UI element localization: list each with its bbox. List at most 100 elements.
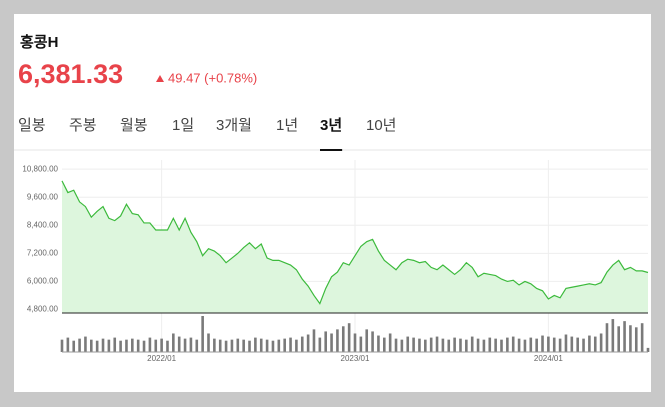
- volume-bar: [265, 339, 269, 352]
- volume-bar: [236, 338, 240, 352]
- volume-bar: [429, 337, 433, 352]
- volume-bar: [318, 337, 322, 352]
- volume-bar: [72, 340, 76, 352]
- tab[interactable]: 주봉: [69, 117, 97, 134]
- title: 홍콩H: [20, 33, 58, 51]
- volume-bar: [593, 336, 597, 352]
- tab[interactable]: 3개월: [216, 117, 252, 134]
- y-tick-label: 4,800.00: [27, 305, 59, 314]
- tab[interactable]: 1년: [276, 117, 298, 134]
- volume-bar: [359, 336, 363, 352]
- volume-bar: [306, 334, 310, 352]
- y-tick-label: 6,000.00: [27, 277, 59, 286]
- volume-bar: [476, 338, 480, 352]
- volume-bar: [271, 340, 275, 352]
- volume-bar: [588, 335, 591, 352]
- volume-bar: [254, 337, 257, 352]
- volume-bar: [629, 325, 632, 352]
- price: 6,381.33: [18, 59, 123, 89]
- volume-bar: [470, 336, 474, 352]
- volume-bar: [611, 319, 615, 352]
- x-tick-label: 2022/01: [147, 354, 176, 363]
- volume-bar: [406, 336, 410, 352]
- x-tick-label: 2024/01: [534, 354, 563, 363]
- volume-bar: [213, 338, 216, 352]
- volume-bar: [418, 338, 421, 352]
- volume-bar: [482, 339, 486, 352]
- volume-bar: [277, 339, 281, 352]
- y-tick-label: 8,400.00: [27, 220, 59, 229]
- volume-bar: [388, 333, 392, 352]
- tab[interactable]: 1일: [172, 117, 194, 134]
- volume-bar: [564, 334, 568, 352]
- volume-bar: [78, 338, 81, 352]
- volume-bar: [517, 338, 521, 352]
- volume-bar: [529, 337, 533, 352]
- area: [62, 180, 648, 313]
- volume-bar: [224, 340, 228, 352]
- volume-bar: [623, 321, 626, 352]
- volume-bar: [353, 333, 357, 352]
- volume-bar: [136, 339, 140, 352]
- volume-bar: [377, 335, 380, 352]
- volume-bar: [148, 337, 152, 352]
- volume-bar: [459, 338, 462, 352]
- volume-bar: [605, 323, 609, 352]
- volume-bar: [365, 329, 369, 352]
- tab[interactable]: 월봉: [120, 117, 148, 134]
- volume-bar: [541, 335, 544, 352]
- volume-bar: [394, 338, 398, 352]
- volume-bar: [424, 339, 427, 352]
- volume-bar: [640, 323, 644, 352]
- volume-bar: [646, 347, 650, 352]
- volume-bar: [465, 339, 468, 352]
- price-line: [61, 180, 649, 305]
- volume-bar: [347, 323, 351, 352]
- volume-bar: [125, 339, 128, 352]
- volume-bar: [570, 336, 574, 352]
- volume-bar: [617, 326, 620, 352]
- volume-bar: [131, 338, 134, 352]
- volume-bar: [447, 339, 451, 352]
- y-tick-label: 9,600.00: [27, 192, 59, 201]
- tab[interactable]: 일봉: [18, 117, 46, 134]
- volume-bar: [300, 336, 304, 352]
- tab[interactable]: 10년: [366, 117, 397, 134]
- volume-bar: [371, 331, 374, 352]
- volume-bar: [535, 338, 538, 352]
- volume-bar: [172, 333, 175, 352]
- volume-bar: [84, 336, 87, 352]
- volume-bar: [558, 338, 562, 352]
- panel: [14, 14, 651, 392]
- volume-bar: [582, 338, 585, 352]
- volume-bar: [230, 339, 234, 352]
- volume-bar: [552, 337, 556, 352]
- volume-bar: [383, 337, 386, 352]
- volume-bar: [634, 327, 638, 352]
- change: 49.47 (+0.78%): [168, 70, 257, 85]
- volume-bar: [494, 338, 497, 352]
- volume-bar: [189, 337, 193, 352]
- volume-bar: [66, 337, 70, 352]
- volume-bar: [119, 340, 122, 352]
- volume-bar: [259, 338, 263, 352]
- volume-bar: [95, 340, 99, 352]
- volume-bar: [113, 337, 117, 352]
- volume-bar: [506, 337, 509, 352]
- volume-bar: [60, 339, 64, 352]
- volume-bar: [183, 338, 187, 352]
- volume-bar: [341, 326, 345, 352]
- volume-bar: [511, 336, 515, 352]
- volume-bar: [289, 337, 292, 352]
- volume-bar: [207, 333, 210, 352]
- volume-bar: [218, 339, 222, 352]
- volume-bar: [295, 339, 298, 352]
- volume-bar: [523, 339, 527, 352]
- tab[interactable]: 3년: [320, 117, 342, 134]
- volume-bar: [576, 337, 579, 352]
- volume-bar: [142, 340, 146, 352]
- y-tick-label: 10,800.00: [22, 164, 58, 173]
- volume-bar: [599, 333, 603, 352]
- volume-bar: [547, 336, 550, 352]
